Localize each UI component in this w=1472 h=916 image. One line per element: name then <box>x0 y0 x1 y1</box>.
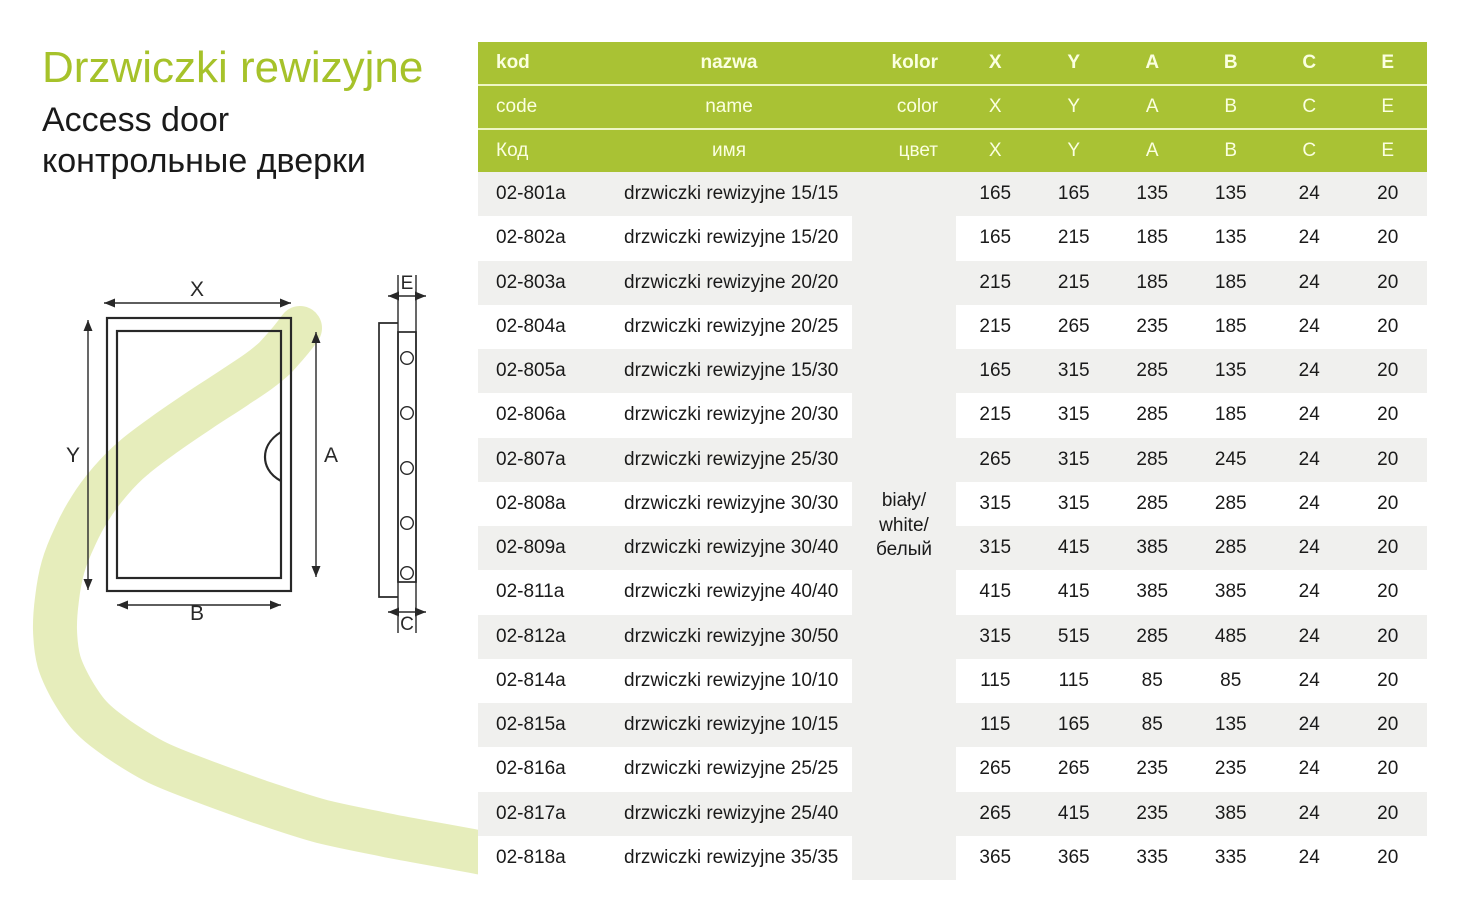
svg-text:Y: Y <box>66 444 80 467</box>
svg-text:B: B <box>190 602 204 625</box>
svg-text:A: A <box>324 444 338 467</box>
svg-text:C: C <box>400 614 414 635</box>
svg-text:E: E <box>401 273 414 294</box>
svg-text:X: X <box>190 278 204 301</box>
